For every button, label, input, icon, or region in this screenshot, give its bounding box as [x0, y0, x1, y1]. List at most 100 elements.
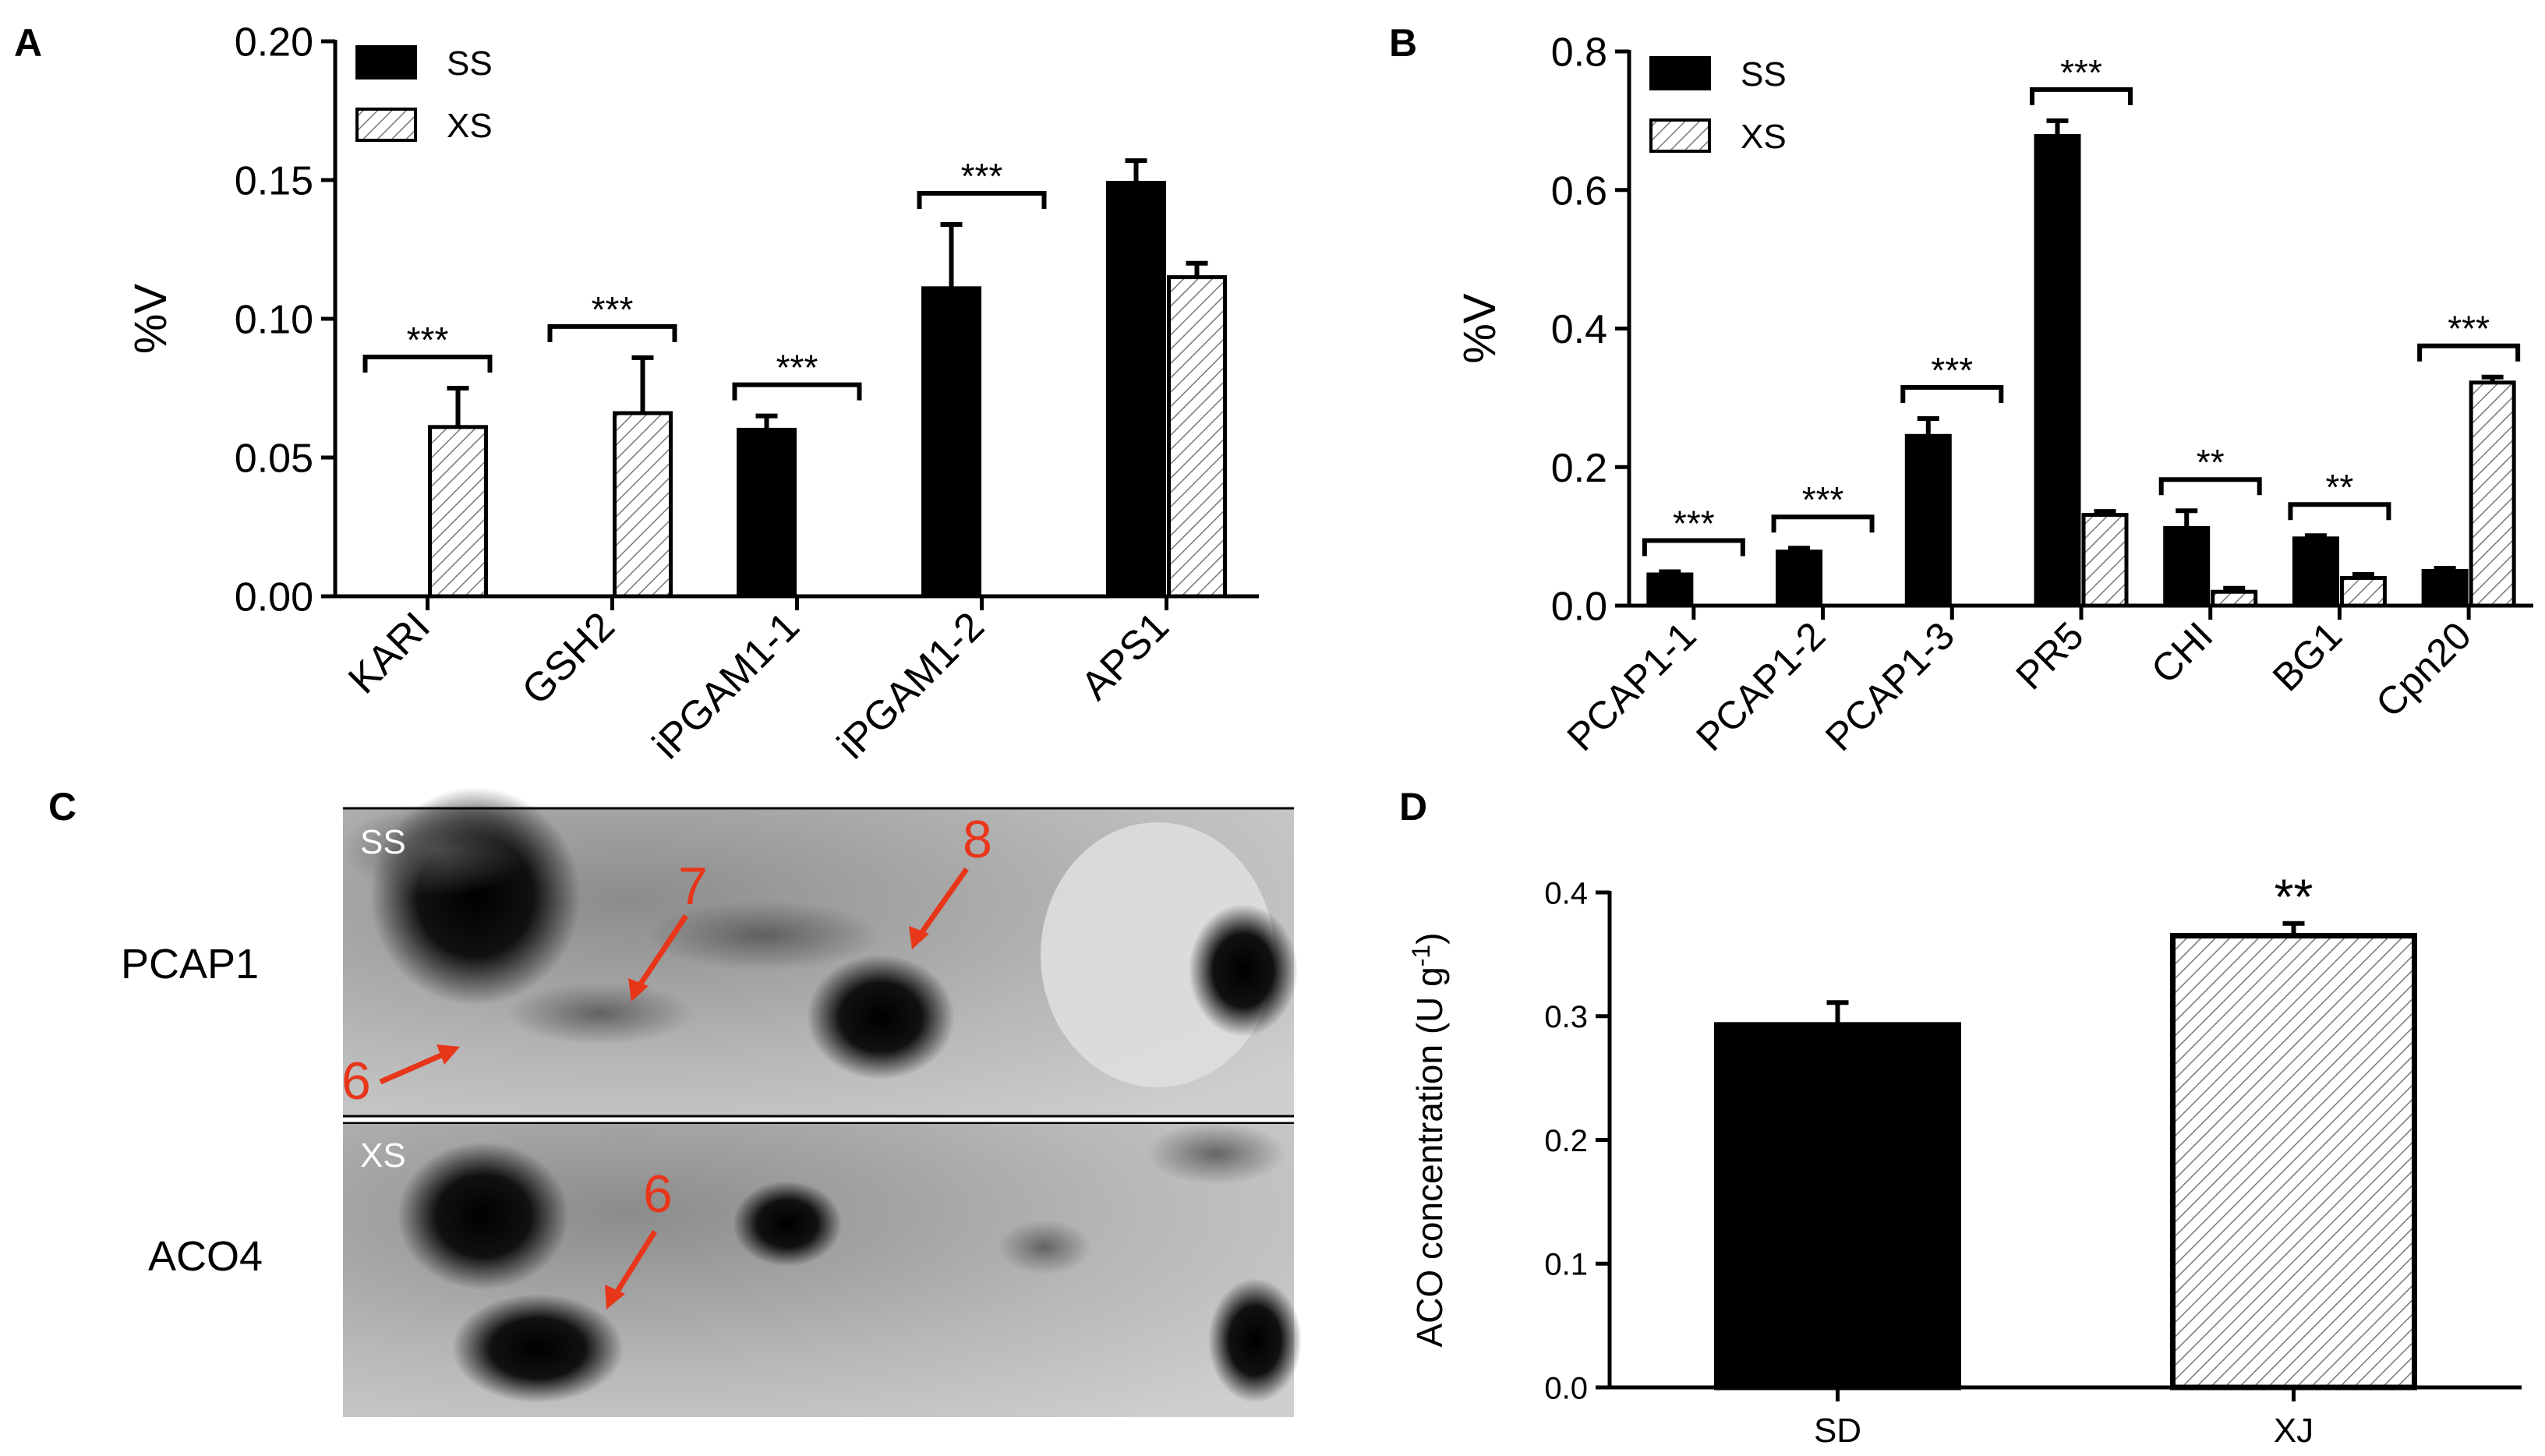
panel-letter-b: B — [1389, 21, 1417, 65]
bar-xs — [613, 411, 673, 599]
significance-bracket — [917, 190, 1047, 209]
significance-bracket — [1771, 514, 1875, 533]
legend-label-xs: XS — [447, 107, 493, 145]
x-tick-label: SD — [1814, 1412, 1861, 1450]
significance-bracket — [547, 323, 677, 342]
significance-bracket — [2030, 87, 2133, 105]
y-tick-label: 0.05 — [235, 436, 313, 482]
y-tick-label: 0.4 — [1551, 307, 1607, 352]
bar-ss — [2034, 133, 2081, 608]
bar-xj — [2170, 933, 2417, 1391]
significance-bracket — [2288, 502, 2391, 521]
panel-letter-c: C — [48, 785, 76, 829]
significance-label: *** — [1802, 479, 1844, 520]
y-tick-label: 0.20 — [235, 20, 313, 65]
spot-annotations: 6 7 8 6 — [341, 810, 992, 1309]
bar-xs — [2211, 589, 2258, 608]
legend-swatch-ss — [1649, 56, 1711, 90]
bar-ss — [2421, 569, 2469, 608]
bar-xs — [428, 425, 488, 599]
bar-ss — [1106, 181, 1166, 599]
significance-label: ** — [2326, 467, 2354, 507]
y-tick-label: 0.2 — [1551, 446, 1607, 491]
x-tick-label: iPGAM1-1 — [644, 603, 808, 768]
y-axis-label: %V — [125, 284, 176, 355]
bar-ss — [1646, 572, 1694, 608]
significance-label: *** — [592, 289, 634, 330]
legend-swatch-ss — [355, 45, 417, 80]
x-tick-label: XJ — [2274, 1412, 2313, 1450]
gel-tag-top: SS — [360, 823, 406, 861]
spot-label-6-bottom: 6 — [643, 1164, 673, 1224]
significance-bracket — [1642, 538, 1745, 557]
bar-xs — [2081, 513, 2129, 608]
bar-ss — [1776, 550, 1823, 608]
x-tick-label: APS1 — [1073, 603, 1178, 709]
significance-bracket — [2158, 477, 2262, 496]
y-tick-label: 0.15 — [235, 159, 313, 204]
panel-letter-d: D — [1399, 785, 1427, 829]
gel-row-label-1: PCAP1 — [121, 941, 259, 988]
gel-tag-bottom: XS — [360, 1136, 406, 1175]
bar-ss — [1904, 433, 1952, 608]
x-tick-label: PCAP1-1 — [1559, 613, 1705, 759]
legend-swatch-xs — [1649, 118, 1711, 153]
gel-image-top: SS — [343, 787, 1298, 1116]
significance-label: *** — [2448, 309, 2490, 349]
significance-bracket — [2417, 343, 2521, 362]
x-tick-label: GSH2 — [514, 603, 624, 713]
y-tick-label: 0.0 — [1544, 1371, 1588, 1405]
significance-label: *** — [961, 156, 1003, 196]
bar-sd — [1714, 1022, 1961, 1391]
significance-label: ** — [2275, 869, 2313, 925]
spot-label-8: 8 — [963, 810, 992, 869]
y-axis-label: %V — [1455, 293, 1505, 364]
significance-bracket — [362, 355, 493, 373]
y-tick-label: 0.8 — [1551, 30, 1607, 76]
bar-ss — [737, 427, 797, 599]
legend-label-xs: XS — [1741, 118, 1787, 156]
y-tick-label: 0.00 — [235, 575, 313, 620]
bar-ss — [921, 286, 981, 599]
significance-label: *** — [1673, 503, 1715, 543]
significance-label: ** — [2197, 442, 2225, 482]
chart-b: 0.0 0.2 0.4 0.6 0.8 PCAP1-1 *** PCAP1-2 *** PCAP1… — [1455, 30, 2533, 759]
x-tick-label: PCAP1-2 — [1688, 613, 1833, 759]
x-tick-label: iPGAM1-2 — [829, 603, 993, 768]
x-tick-label: Cpn20 — [2367, 613, 2480, 726]
bar-ss — [2163, 525, 2211, 608]
y-tick-label: 0.10 — [235, 298, 313, 343]
bar-xs — [2339, 575, 2387, 608]
bar-xs — [2469, 380, 2516, 608]
x-tick-label: CHI — [2143, 613, 2221, 691]
panel-letter-a: A — [14, 21, 42, 65]
legend-swatch-xs — [355, 108, 417, 142]
x-tick-label: PR5 — [2007, 613, 2091, 698]
significance-bracket — [1900, 385, 2004, 404]
x-tick-label: PCAP1-3 — [1817, 613, 1963, 759]
significance-label: *** — [1931, 350, 1973, 391]
y-tick-label: 0.2 — [1544, 1124, 1588, 1158]
chart-d: 0.0 0.1 0.2 0.3 0.4 SD XJ ** ACO concentration (… — [1407, 869, 2522, 1450]
gel-image-bottom: XS — [343, 1122, 1302, 1417]
y-tick-label: 0.0 — [1551, 585, 1607, 630]
y-tick-label: 0.6 — [1551, 168, 1607, 214]
significance-label: *** — [407, 320, 449, 360]
y-axis-label: ACO concentration (U g-1) — [1407, 932, 1450, 1347]
legend-label-ss: SS — [1741, 55, 1787, 94]
significance-bracket — [732, 382, 862, 401]
x-tick-label: BG1 — [2264, 613, 2350, 699]
x-tick-label: KARI — [340, 603, 439, 702]
gel-panel: PCAP1 ACO4 SS XS — [121, 787, 1302, 1417]
significance-label: *** — [2060, 52, 2102, 93]
y-tick-label: 0.3 — [1544, 1000, 1588, 1034]
legend-label-ss: SS — [447, 44, 493, 83]
y-tick-label: 0.1 — [1544, 1248, 1588, 1282]
bar-xs — [1167, 275, 1227, 599]
bar-ss — [2292, 536, 2339, 608]
gel-row-label-2: ACO4 — [148, 1233, 263, 1280]
significance-label: *** — [776, 348, 818, 388]
chart-a: 0.00 0.05 0.10 0.15 0.20 KARI *** GSH2 *** iPGAM1… — [125, 20, 1259, 768]
spot-label-6-top: 6 — [341, 1051, 371, 1111]
